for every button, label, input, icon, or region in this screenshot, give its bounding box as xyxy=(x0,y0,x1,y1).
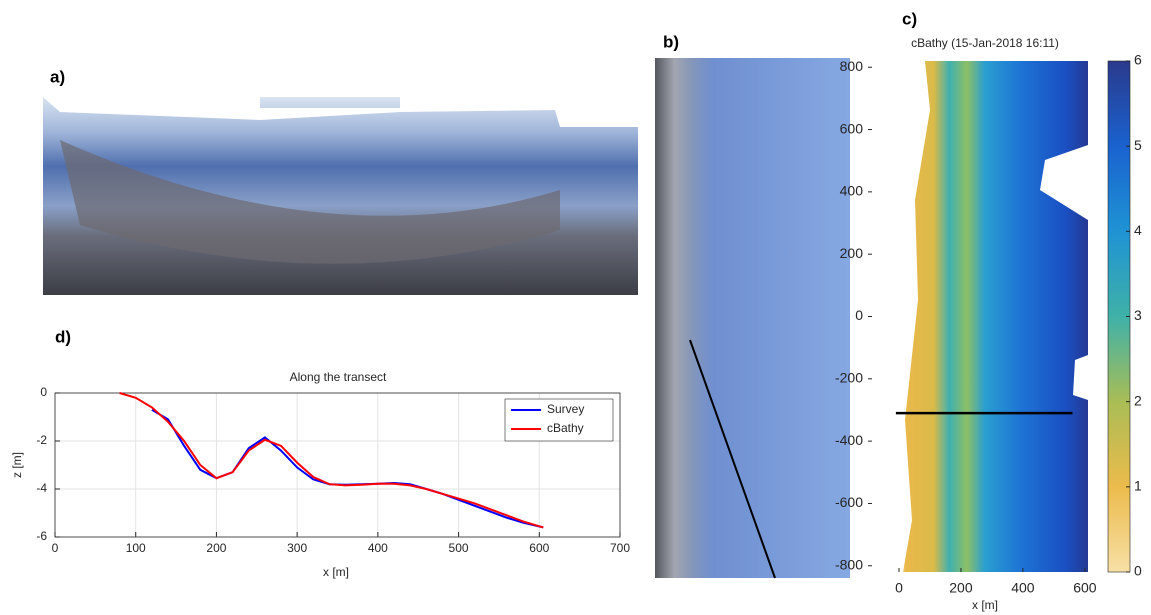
colorbar-tick-label: 2 xyxy=(1134,392,1142,408)
rectified-photo xyxy=(655,58,850,578)
chart-title: Along the transect xyxy=(290,370,387,384)
colorbar-tick-label: 1 xyxy=(1134,478,1142,494)
chart-title: cBathy (15-Jan-2018 16:11) xyxy=(911,36,1059,50)
beach xyxy=(60,140,560,264)
y-tick-label: -4 xyxy=(36,481,47,495)
x-axis-label: x [m] xyxy=(972,598,998,612)
x-axis-label: x [m] xyxy=(323,565,349,579)
y-tick-label: -600 xyxy=(835,494,863,510)
panel-label: d) xyxy=(55,327,71,346)
y-tick-label: -200 xyxy=(835,370,863,386)
x-tick-label: 600 xyxy=(529,541,549,555)
y-tick-label: -400 xyxy=(835,432,863,448)
y-tick-label: 0 xyxy=(855,307,863,323)
colorbar-tick-label: 0 xyxy=(1134,563,1142,579)
y-tick-label: 200 xyxy=(840,245,864,261)
photo-edge xyxy=(43,97,638,127)
x-tick-label: 200 xyxy=(949,580,973,596)
x-tick-label: 0 xyxy=(52,541,59,555)
y-axis-label: z [m] xyxy=(10,452,24,478)
y-tick-label: -2 xyxy=(36,433,47,447)
x-tick-label: 300 xyxy=(287,541,307,555)
y-tick-label: 0 xyxy=(40,385,47,399)
colorbar-tick-label: 3 xyxy=(1134,307,1142,323)
transect-overlay xyxy=(689,339,776,579)
x-tick-label: 500 xyxy=(449,541,469,555)
x-tick-label: 700 xyxy=(610,541,630,555)
no-data-region xyxy=(1073,355,1088,400)
y-tick-label: 600 xyxy=(840,120,864,136)
x-tick-label: 0 xyxy=(895,580,903,596)
no-data-region xyxy=(868,61,930,572)
y-tick-label: 800 xyxy=(840,58,864,74)
axes-box xyxy=(54,392,621,538)
colorbar-tick-label: 6 xyxy=(1134,52,1142,68)
panel-label: a) xyxy=(50,67,65,86)
x-tick-label: 100 xyxy=(126,541,146,555)
x-tick-label: 600 xyxy=(1073,580,1097,596)
legend-label: Survey xyxy=(547,402,584,416)
y-tick-label: -800 xyxy=(835,556,863,572)
panel-label: b) xyxy=(663,32,679,51)
no-data-region xyxy=(1040,145,1088,220)
x-tick-label: 400 xyxy=(1011,580,1035,596)
x-tick-label: 400 xyxy=(368,541,388,555)
panel-label: c) xyxy=(902,9,917,28)
colorbar-tick-label: 5 xyxy=(1134,137,1142,153)
legend-box xyxy=(504,398,614,442)
y-tick-label: 400 xyxy=(840,183,864,199)
data-line xyxy=(119,392,544,529)
x-tick-label: 200 xyxy=(206,541,226,555)
legend-label: cBathy xyxy=(547,421,584,435)
y-tick-label: -6 xyxy=(36,529,47,543)
colorbar-tick-label: 4 xyxy=(1134,222,1142,238)
